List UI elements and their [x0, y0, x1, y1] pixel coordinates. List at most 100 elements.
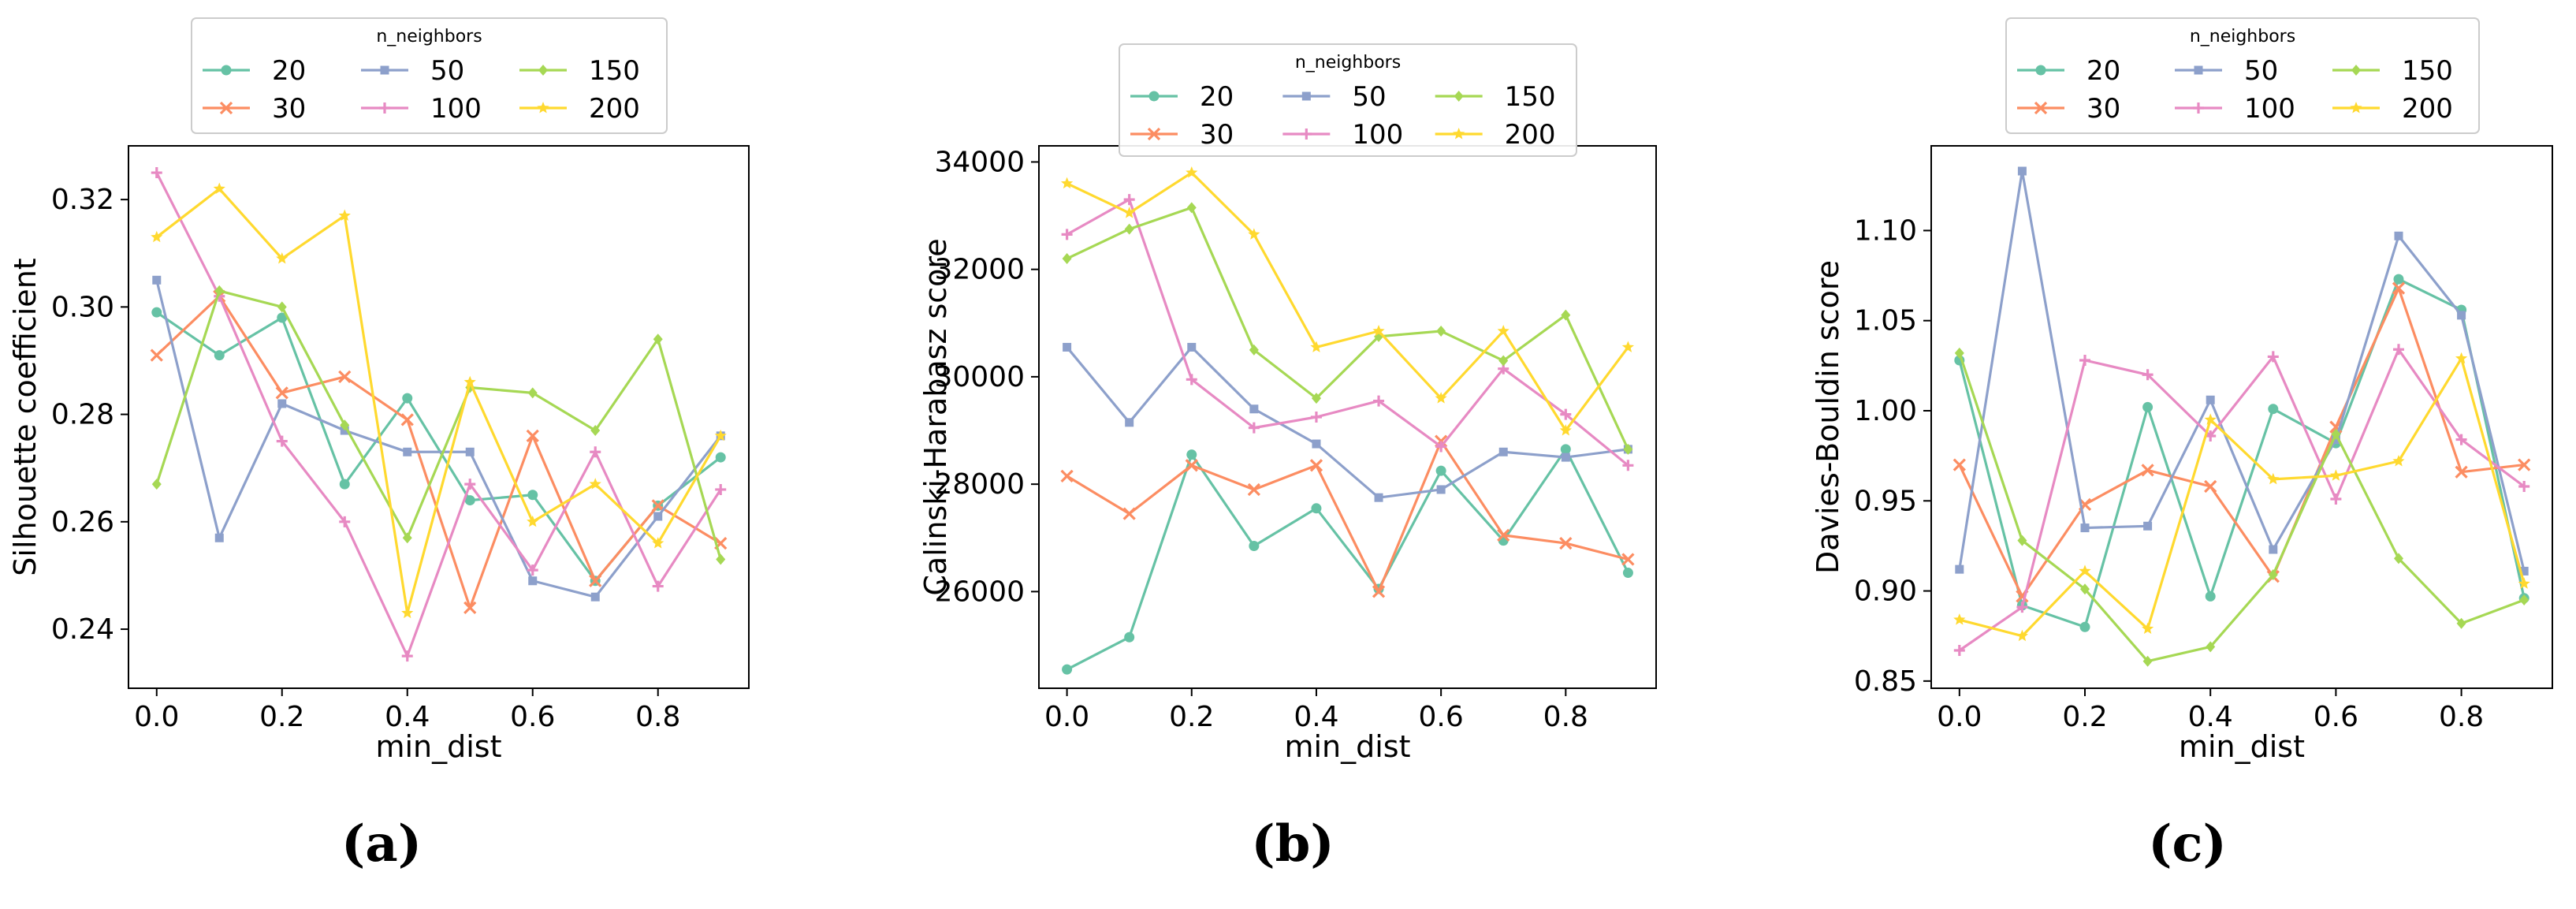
series-line-200 — [1066, 171, 1629, 432]
legend-marker-20 — [2035, 65, 2046, 76]
panel-caption: (b) — [1251, 814, 1334, 874]
data-point-20 — [339, 479, 350, 490]
legend-marker-30 — [2034, 101, 2048, 115]
legend-label: 30 — [1200, 119, 1234, 151]
data-point-200 — [1060, 177, 1074, 189]
legend-item-100: 100 — [1282, 119, 1403, 151]
data-point-150 — [340, 419, 350, 431]
data-point-100 — [339, 516, 351, 527]
x-tick-label: 0.4 — [1294, 701, 1338, 733]
data-point-50 — [214, 533, 224, 542]
legend-item-20: 20 — [1130, 81, 1234, 113]
x-tick-label: 0.8 — [635, 701, 680, 733]
legend-title: n_neighbors — [2190, 27, 2295, 47]
data-point-150 — [2393, 553, 2403, 564]
data-point-150 — [214, 285, 225, 296]
legend-item-200: 200 — [519, 93, 640, 125]
legend-title: n_neighbors — [376, 27, 482, 47]
data-point-50 — [1125, 418, 1134, 427]
data-point-200 — [1123, 207, 1136, 218]
legend-marker-50 — [1301, 91, 1311, 101]
data-point-30 — [1309, 459, 1323, 472]
legend-label: 150 — [589, 55, 640, 87]
legend-label: 50 — [1352, 81, 1386, 113]
legend-item-20: 20 — [2017, 55, 2120, 87]
x-tick-label: 0.6 — [1419, 701, 1464, 733]
legend-label: 30 — [2086, 93, 2120, 125]
data-point-50 — [653, 512, 663, 521]
x-axis-label: min_dist — [375, 729, 501, 764]
y-axis-label: Calinski-Harabasz score — [918, 238, 953, 595]
data-point-150 — [653, 333, 663, 345]
data-point-150 — [527, 387, 538, 399]
chart-panel-1: 0.0 0.2 0.4 0.6 0.8 0.24 0.26 0.28 0.30 0.32 min_d… — [8, 17, 750, 874]
data-point-200 — [652, 537, 664, 549]
data-point-30 — [589, 574, 602, 587]
data-point-50 — [2206, 395, 2215, 404]
y-tick-label: 0.26 — [51, 506, 114, 538]
data-point-100 — [464, 479, 476, 490]
data-point-50 — [1498, 447, 1508, 456]
data-point-20 — [1560, 444, 1571, 455]
legend-item-100: 100 — [2175, 93, 2295, 125]
data-point-20 — [527, 490, 538, 501]
x-axis-label: min_dist — [1284, 729, 1410, 764]
data-point-200 — [1435, 392, 1447, 404]
data-point-200 — [1310, 341, 1323, 352]
x-tick-label: 0.8 — [1543, 701, 1588, 733]
data-point-50 — [2143, 521, 2153, 531]
legend-item-200: 200 — [2332, 93, 2453, 125]
data-point-100 — [1622, 460, 1634, 471]
y-tick-label: 0.28 — [51, 399, 114, 431]
data-point-50 — [528, 576, 538, 586]
data-point-200 — [2329, 469, 2342, 481]
data-point-150 — [2268, 569, 2278, 580]
data-point-30 — [1247, 482, 1260, 497]
legend-marker-50 — [380, 65, 389, 75]
data-point-200 — [2392, 455, 2405, 467]
y-axis-label: Silhouette coefficient — [8, 258, 43, 576]
data-point-30 — [1122, 507, 1136, 520]
data-point-30 — [463, 601, 477, 614]
y-tick-label: 0.85 — [1854, 665, 1917, 698]
x-tick-label: 0.0 — [1044, 701, 1089, 733]
legend-marker-100 — [2193, 102, 2204, 114]
data-point-20 — [1622, 568, 1633, 579]
legend-label: 50 — [430, 55, 464, 87]
data-point-20 — [2393, 274, 2404, 285]
data-point-200 — [1248, 228, 1260, 240]
x-tick-label: 0.8 — [2439, 701, 2484, 733]
series-line-150 — [1066, 206, 1629, 450]
data-point-100 — [1123, 194, 1135, 206]
y-tick-label: 28000 — [934, 468, 1025, 501]
data-point-20 — [214, 350, 225, 361]
data-point-30 — [400, 413, 414, 427]
data-point-200 — [589, 478, 601, 490]
data-point-50 — [2519, 566, 2529, 576]
data-point-50 — [152, 275, 162, 285]
legend-marker-200 — [537, 102, 549, 114]
data-point-100 — [2330, 494, 2342, 505]
y-tick-label: 0.90 — [1854, 576, 1917, 608]
data-point-100 — [1435, 441, 1447, 453]
legend-label: 100 — [430, 93, 482, 125]
plot-frame — [128, 145, 750, 689]
data-point-30 — [651, 499, 664, 512]
series-line-100 — [155, 172, 722, 658]
x-tick-label: 0.2 — [1169, 701, 1214, 733]
series-line-20 — [1958, 278, 2526, 628]
data-point-30 — [150, 348, 163, 362]
data-point-30 — [1559, 536, 1573, 550]
data-point-200 — [714, 429, 727, 441]
x-tick-label: 0.6 — [2314, 701, 2358, 733]
data-point-150 — [1954, 347, 1964, 359]
y-axis-label: Davies-Bouldin score — [1811, 260, 1845, 574]
data-point-200 — [2267, 472, 2280, 485]
data-point-50 — [1312, 439, 1321, 449]
data-point-100 — [1373, 395, 1385, 407]
panel-caption: (c) — [2148, 814, 2227, 874]
legend-item-150: 150 — [1435, 81, 1556, 113]
legend-item-50: 50 — [1282, 81, 1387, 113]
